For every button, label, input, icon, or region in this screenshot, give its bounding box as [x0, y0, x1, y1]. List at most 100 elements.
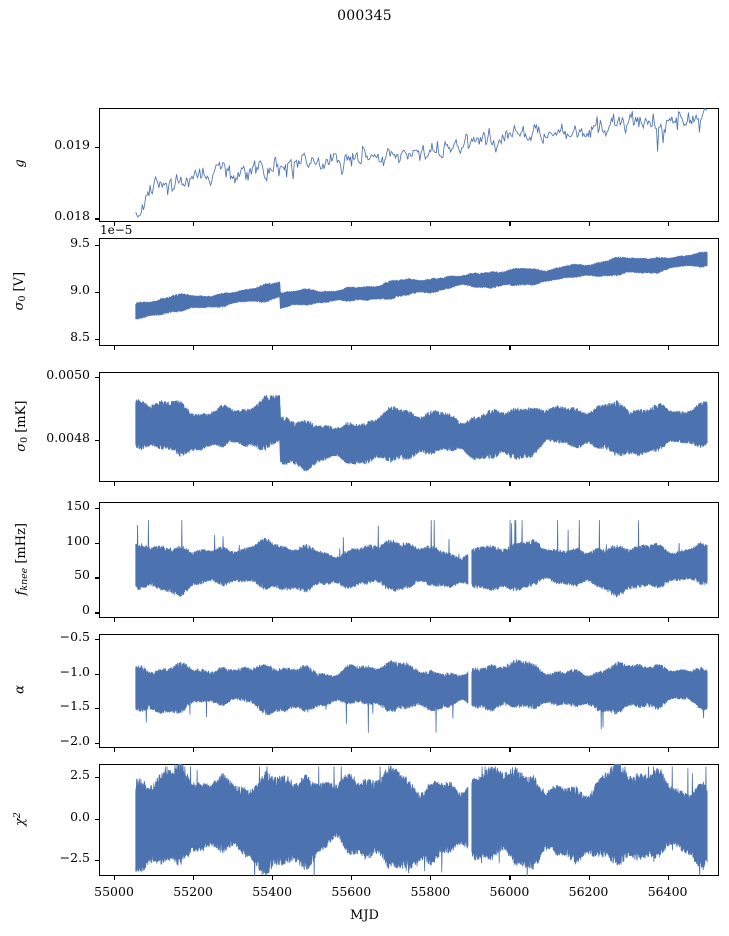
x-tick-label: 56200 — [568, 884, 609, 899]
x-tick-mark — [430, 346, 432, 350]
y-tick-label-alpha: −1.0 — [59, 663, 90, 679]
y-tick-label-chi2: −2.5 — [59, 850, 90, 866]
x-tick-mark — [193, 876, 195, 880]
y-tick-label-fknee: 150 — [66, 497, 90, 513]
x-tick-mark — [114, 748, 116, 752]
x-tick-mark — [430, 618, 432, 622]
x-tick-mark — [588, 618, 590, 622]
x-tick-mark — [588, 346, 590, 350]
y-tick-mark-sigma0-mk — [95, 376, 99, 378]
x-tick-mark — [272, 346, 274, 350]
x-tick-mark — [509, 748, 511, 752]
x-tick-mark — [351, 618, 353, 622]
x-tick-mark — [667, 222, 669, 226]
y-tick-mark-chi2 — [95, 818, 99, 820]
x-tick-mark — [667, 748, 669, 752]
x-tick-mark — [272, 482, 274, 486]
x-tick-mark — [351, 748, 353, 752]
y-tick-label-sigma0-mk: 0.0048 — [46, 429, 90, 445]
x-tick-mark — [509, 482, 511, 486]
x-tick-mark — [667, 618, 669, 622]
y-tick-mark-alpha — [95, 638, 99, 640]
y-tick-mark-alpha — [95, 743, 99, 745]
x-tick-mark — [430, 748, 432, 752]
y-tick-mark-gain — [95, 147, 99, 149]
y-tick-mark-gain — [95, 218, 99, 220]
x-axis-label: MJD — [350, 908, 379, 923]
y-tick-label-chi2: 2.5 — [70, 767, 90, 783]
y-tick-mark-sigma0-mk — [95, 439, 99, 441]
x-tick-mark — [588, 222, 590, 226]
x-tick-mark — [193, 482, 195, 486]
x-tick-mark — [509, 876, 511, 880]
plot-panel-sigma0-mk — [99, 372, 719, 482]
panel-frame-gain — [99, 108, 719, 222]
y-tick-label-alpha: −0.5 — [59, 628, 90, 644]
x-tick-mark — [667, 876, 669, 880]
y-tick-label-fknee: 50 — [74, 567, 90, 583]
x-tick-mark — [351, 346, 353, 350]
x-tick-mark — [193, 618, 195, 622]
x-tick-mark — [430, 482, 432, 486]
x-tick-mark — [272, 618, 274, 622]
y-tick-label-fknee: 100 — [66, 532, 90, 548]
x-tick-mark — [114, 222, 116, 226]
y-tick-mark-sigma0-volt — [95, 292, 99, 294]
y-axis-label-chi2: χ2 — [11, 812, 29, 827]
y-tick-label-fknee: 0 — [82, 602, 90, 618]
x-tick-label: 55800 — [410, 884, 451, 899]
y-tick-mark-alpha — [95, 673, 99, 675]
x-tick-mark — [114, 876, 116, 880]
x-tick-mark — [430, 222, 432, 226]
x-tick-mark — [114, 618, 116, 622]
x-tick-label: 55000 — [94, 884, 134, 899]
data-series-alpha — [99, 634, 719, 748]
y-tick-label-sigma0-volt: 8.5 — [70, 329, 90, 345]
y-tick-label-chi2: 0.0 — [70, 808, 90, 824]
plot-panel-chi2 — [99, 764, 719, 876]
x-tick-label: 55600 — [331, 884, 372, 899]
y-tick-label-sigma0-volt: 9.5 — [70, 234, 90, 250]
x-tick-mark — [272, 748, 274, 752]
y-tick-label-sigma0-volt: 9.0 — [70, 282, 90, 297]
y-tick-label-alpha: −1.5 — [59, 698, 90, 714]
y-tick-mark-chi2 — [95, 860, 99, 862]
x-tick-mark — [351, 876, 353, 880]
y-tick-mark-fknee — [95, 612, 99, 614]
x-tick-mark — [588, 482, 590, 486]
x-tick-mark — [588, 876, 590, 880]
y-axis-offset-text-sigma0-volt: 1e−5 — [100, 223, 133, 237]
data-series-gain — [99, 108, 719, 222]
x-tick-mark — [509, 346, 511, 350]
y-axis-label-alpha: α — [12, 685, 28, 694]
plot-panel-alpha — [99, 634, 719, 748]
figure-title: 000345 — [337, 8, 392, 24]
y-tick-label-alpha: −2.0 — [59, 733, 90, 749]
data-series-fknee — [99, 502, 719, 618]
plot-panel-gain — [99, 108, 719, 222]
y-tick-mark-sigma0-volt — [95, 339, 99, 341]
plot-panel-fknee — [99, 502, 719, 618]
x-tick-mark — [351, 222, 353, 226]
x-tick-label: 56400 — [647, 884, 688, 899]
x-tick-mark — [193, 748, 195, 752]
y-axis-label-sigma0-volt: σ0 [V] — [11, 271, 29, 311]
x-tick-mark — [351, 482, 353, 486]
y-tick-mark-fknee — [95, 542, 99, 544]
data-series-chi2 — [99, 764, 719, 876]
y-tick-mark-alpha — [95, 708, 99, 710]
x-tick-mark — [667, 346, 669, 350]
x-tick-mark — [193, 222, 195, 226]
x-tick-mark — [667, 482, 669, 486]
data-series-sigma0-mk — [99, 372, 719, 482]
plot-panel-sigma0-volt — [99, 238, 719, 346]
x-tick-mark — [272, 876, 274, 880]
x-tick-mark — [114, 346, 116, 350]
y-tick-mark-sigma0-volt — [95, 244, 99, 246]
x-tick-label: 55400 — [252, 884, 293, 899]
y-tick-mark-fknee — [95, 577, 99, 579]
x-tick-mark — [509, 222, 511, 226]
y-tick-label-gain: 0.018 — [54, 208, 90, 224]
x-tick-mark — [114, 482, 116, 486]
